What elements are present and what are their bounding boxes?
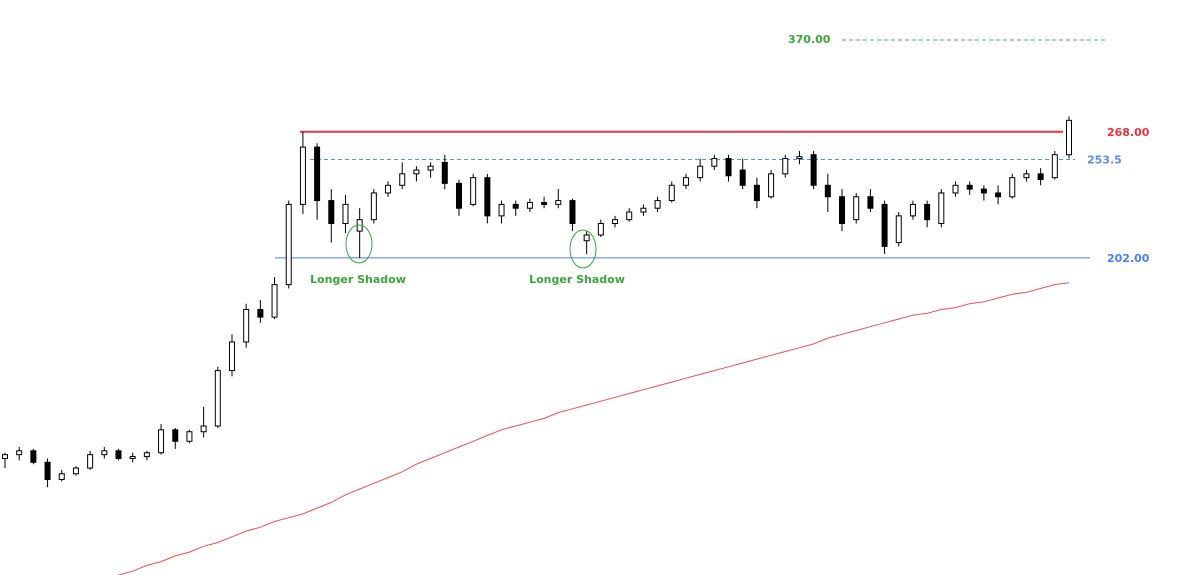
candle-body bbox=[697, 165, 704, 179]
level-label: 202.00 bbox=[1107, 252, 1150, 265]
candle-body bbox=[612, 219, 619, 225]
candle-body bbox=[1009, 177, 1016, 198]
candle-body bbox=[867, 196, 874, 209]
candle-body bbox=[512, 203, 519, 209]
annotation: Longer Shadow bbox=[529, 273, 625, 286]
candle-body bbox=[853, 196, 860, 221]
candle-body bbox=[427, 165, 434, 171]
candle-body bbox=[385, 184, 392, 194]
candle-body bbox=[16, 450, 23, 456]
candle-body bbox=[711, 158, 718, 167]
candle-body bbox=[484, 177, 491, 217]
candle-body bbox=[938, 192, 945, 225]
candle-body bbox=[101, 450, 108, 456]
candle-body bbox=[2, 454, 8, 459]
candle-body bbox=[966, 184, 973, 190]
candle-body bbox=[626, 211, 633, 221]
candle-body bbox=[839, 196, 846, 225]
candle-body bbox=[654, 200, 661, 209]
candle-body bbox=[399, 173, 406, 186]
candle-body bbox=[228, 341, 235, 372]
candle-body bbox=[526, 201, 533, 209]
annotation: Longer Shadow bbox=[310, 273, 406, 286]
candle-body bbox=[682, 177, 689, 186]
candle-body bbox=[668, 184, 675, 202]
candle-body bbox=[441, 161, 448, 184]
candle-body bbox=[158, 429, 165, 454]
candle-body bbox=[725, 158, 732, 177]
target-label: 370.00 bbox=[788, 33, 831, 46]
candle-body bbox=[1051, 154, 1058, 179]
level-label: 253.5 bbox=[1087, 154, 1122, 167]
candle-body bbox=[129, 456, 136, 459]
candle-body bbox=[328, 200, 335, 225]
candle-body bbox=[370, 192, 377, 221]
candle-body bbox=[58, 473, 65, 480]
candle-body bbox=[87, 454, 94, 469]
candle-body bbox=[924, 203, 931, 221]
candle-body bbox=[285, 203, 292, 286]
candle-body bbox=[768, 173, 775, 198]
candle-body bbox=[314, 146, 321, 202]
candle-body bbox=[824, 184, 831, 198]
candle-body bbox=[782, 158, 789, 175]
candle-body bbox=[1023, 173, 1030, 179]
candle-body bbox=[271, 284, 278, 318]
candle-body bbox=[597, 223, 604, 236]
candle-body bbox=[143, 452, 150, 458]
candle-body bbox=[895, 215, 902, 244]
candle-body bbox=[569, 200, 576, 225]
candle-body bbox=[115, 450, 122, 459]
candle-body bbox=[342, 203, 349, 225]
candle-body bbox=[640, 207, 647, 213]
candle-body bbox=[980, 188, 987, 194]
candle-body bbox=[470, 177, 477, 205]
level-label: 268.00 bbox=[1107, 126, 1150, 139]
candle-body bbox=[455, 182, 462, 209]
candle-body bbox=[72, 467, 79, 475]
candle-body bbox=[555, 200, 562, 205]
candle-body bbox=[909, 203, 916, 217]
candle-body bbox=[739, 169, 746, 186]
candle-body bbox=[30, 450, 37, 463]
candle-body bbox=[541, 201, 548, 205]
candle-body bbox=[257, 308, 264, 318]
candle-body bbox=[243, 308, 250, 343]
candle-body bbox=[583, 234, 590, 242]
candle-body bbox=[299, 146, 306, 205]
candle-body bbox=[810, 154, 817, 186]
candle-body bbox=[1037, 173, 1044, 181]
candle-body bbox=[753, 184, 760, 202]
moving-average bbox=[118, 282, 1070, 575]
highlight-ellipse bbox=[345, 224, 373, 264]
candle-body bbox=[796, 156, 803, 160]
candle-body bbox=[881, 203, 888, 247]
candle-body bbox=[214, 370, 221, 427]
candle-body bbox=[1066, 119, 1072, 156]
candle-body bbox=[498, 203, 505, 217]
candle-body bbox=[44, 461, 51, 480]
candle-body bbox=[200, 425, 207, 433]
candle-body bbox=[413, 169, 420, 175]
highlight-ellipse bbox=[569, 229, 597, 269]
candle-body bbox=[995, 192, 1002, 198]
candle-body bbox=[172, 429, 179, 442]
candle-body bbox=[186, 431, 193, 442]
candle-body bbox=[952, 184, 959, 194]
